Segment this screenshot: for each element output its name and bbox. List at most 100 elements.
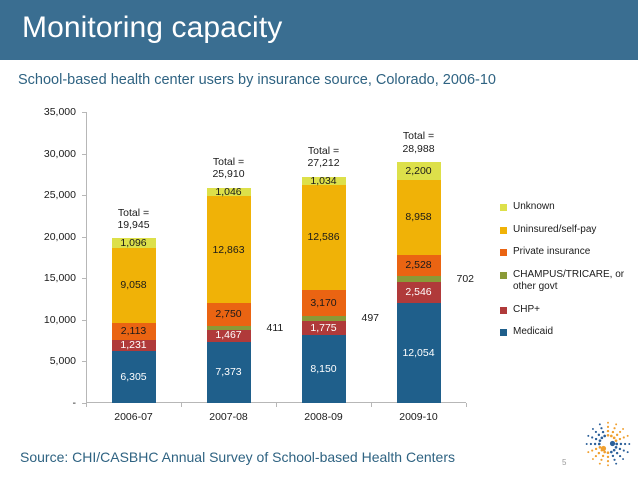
legend-swatch-icon (500, 249, 507, 256)
legend-item[interactable]: CHP+ (500, 304, 638, 317)
bar-segment-label: 6,305 (120, 370, 147, 383)
bar-segment[interactable]: 3,170 (301, 290, 346, 317)
y-axis-tick-label: 5,000 (49, 355, 76, 368)
bar-group-2007-08[interactable]: 411 7,373 1,467 2,750 12,863 1,046 Total = 25,9… (206, 112, 283, 403)
legend-item[interactable]: Private insurance (500, 246, 638, 259)
bar-total-prefix: Total = (117, 206, 150, 219)
y-axis-tick-mark (82, 278, 86, 280)
bar-total-prefix: Total = (212, 155, 245, 168)
bar-segment[interactable]: 2,546 (396, 281, 441, 303)
legend-item[interactable]: Medicaid (500, 326, 638, 339)
x-axis-tick-mark (181, 403, 182, 407)
y-axis-tick-label: 35,000 (43, 106, 76, 118)
y-axis-tick-label: 10,000 (43, 313, 76, 326)
bar-segment-label: 8,958 (405, 211, 432, 224)
bar-total-prefix: Total = (307, 145, 340, 158)
y-axis-tick-mark (82, 195, 86, 197)
legend-swatch-icon (500, 271, 507, 279)
y-axis-tick-label: 15,000 (43, 272, 76, 285)
bar-segment[interactable]: 12,586 (301, 185, 346, 291)
bar-group-2008-09[interactable]: 497 8,150 1,775 3,170 12,586 1,034 Total = 27,2… (301, 112, 379, 403)
bar-segment-label: 2,200 (405, 164, 432, 177)
x-axis-category-label: 2008-09 (304, 411, 343, 423)
y-axis-labels: - 5,000 10,000 15,000 20,000 25,000 30,000 35,0… (14, 104, 76, 416)
starburst-logo (585, 421, 631, 467)
legend-item[interactable]: CHAMPUS/TRICARE, or other govt (500, 269, 638, 294)
x-axis-tick-mark (276, 403, 277, 407)
bar-segment[interactable]: 1,231 (111, 339, 156, 352)
bar-total-label: Total = 19,945 (117, 207, 149, 232)
x-axis-tick-mark (86, 403, 87, 407)
bar-segment[interactable]: 9,058 (111, 247, 156, 323)
bar-segment[interactable]: 1,034 (301, 176, 346, 186)
bar-segment[interactable]: 8,150 (301, 335, 346, 403)
legend-label: Private insurance (513, 246, 591, 257)
bar-total-value: 28,988 (402, 142, 435, 155)
legend-swatch-icon (500, 306, 507, 314)
x-axis-labels: 2006-07 2007-08 2008-09 2009-10 (86, 411, 466, 431)
bar-segment[interactable]: 7,373 (206, 341, 251, 403)
chart-legend: Unknown Uninsured/self-pay Private insuran… (500, 201, 638, 349)
bar-callout-label: 411 (266, 321, 284, 334)
bar-segment[interactable]: 6,305 (111, 350, 156, 403)
y-axis-tick-mark (82, 236, 86, 238)
bar-segment-label: 7,373 (215, 366, 242, 379)
bar-segment-label: 2,113 (120, 325, 147, 338)
legend-swatch-icon (500, 329, 507, 336)
bar-segment-label: 2,750 (215, 308, 242, 321)
page-title: Monitoring capacity (22, 11, 283, 44)
bar-total-label: Total = 27,212 (307, 145, 339, 170)
bar-segment-label: 9,058 (120, 278, 147, 291)
bar-segment[interactable] (301, 316, 346, 321)
bar-segment[interactable]: 1,775 (301, 320, 346, 336)
bar-segment[interactable]: 8,958 (396, 180, 441, 255)
bar-segment[interactable]: 2,113 (111, 322, 156, 341)
legend-swatch-icon (500, 204, 507, 211)
bar-segment-label: 2,528 (405, 259, 432, 272)
bar-segment[interactable] (206, 326, 251, 330)
bar-segment-label: 1,046 (215, 185, 242, 198)
bar-stack: 8,150 1,775 3,170 12,586 1,034 (301, 176, 346, 403)
x-axis-line (86, 402, 466, 403)
bar-segment[interactable]: 1,096 (111, 236, 156, 249)
bar-segment[interactable]: 2,750 (206, 303, 251, 327)
y-axis-tick-label: - (72, 397, 77, 409)
bar-segment-label: 12,586 (307, 231, 340, 244)
bar-segment-label: 12,054 (402, 346, 435, 359)
bar-segment[interactable]: 12,054 (396, 302, 441, 403)
bar-segment-label: 1,467 (215, 329, 242, 342)
bar-callout-label: 702 (456, 272, 475, 285)
bar-group-2006-07[interactable]: 6,305 1,231 2,113 9,058 1,096 Total = 19,945 (111, 112, 156, 403)
y-axis-tick-mark (82, 112, 86, 113)
bar-segment-label: 2,546 (405, 285, 432, 298)
bar-total-label: Total = 28,988 (402, 130, 434, 155)
bar-segment[interactable]: 2,528 (396, 254, 441, 276)
bar-segment-label: 1,096 (120, 236, 147, 249)
bar-total-prefix: Total = (402, 130, 435, 143)
bar-segment[interactable]: 1,046 (206, 185, 251, 198)
bar-segment[interactable] (396, 275, 441, 282)
bar-total-value: 25,910 (212, 168, 245, 181)
y-axis-tick-mark (82, 361, 86, 363)
bar-segment-label: 1,775 (310, 321, 337, 334)
bar-stack: 7,373 1,467 2,750 12,863 1,046 (206, 185, 251, 403)
bar-stack: 12,054 2,546 2,528 8,958 2,200 (396, 162, 441, 403)
bar-segment-label: 8,150 (310, 362, 337, 375)
legend-item[interactable]: Unknown (500, 201, 638, 214)
bar-segment-label: 1,231 (120, 339, 147, 352)
bar-total-label: Total = 25,910 (212, 156, 244, 181)
bar-group-2009-10[interactable]: 702 12,054 2,546 2,528 8,958 2,200 Total = 28,9… (396, 112, 474, 403)
bar-segment[interactable]: 1,467 (206, 329, 251, 342)
y-axis-tick-label: 20,000 (43, 230, 76, 243)
x-axis-tick-mark (371, 403, 372, 407)
bar-segment[interactable]: 2,200 (396, 162, 441, 181)
y-axis-tick-label: 30,000 (43, 147, 76, 160)
legend-item[interactable]: Uninsured/self-pay (500, 224, 638, 237)
legend-swatch-icon (500, 226, 507, 234)
bar-total-value: 19,945 (117, 218, 150, 231)
bar-total-value: 27,212 (307, 157, 340, 170)
bar-segment[interactable]: 12,863 (206, 196, 251, 304)
y-axis-tick-mark (82, 153, 86, 155)
legend-label: CHAMPUS/TRICARE, or other govt (513, 268, 625, 293)
legend-label: Uninsured/self-pay (513, 223, 597, 235)
